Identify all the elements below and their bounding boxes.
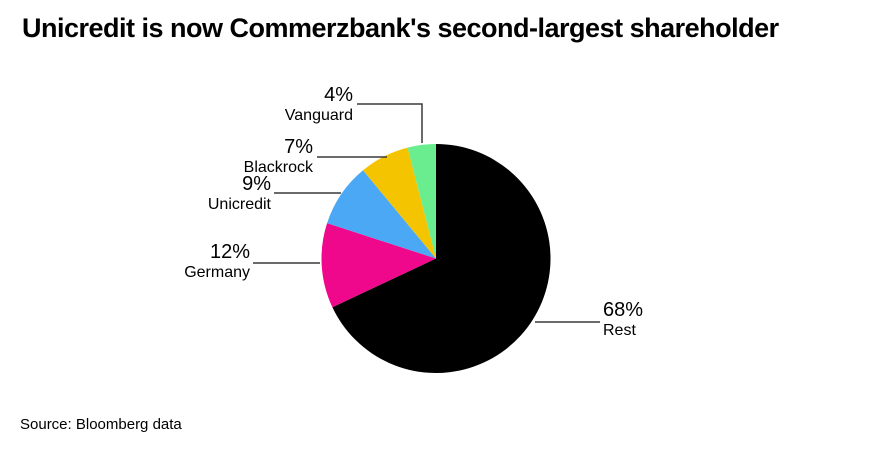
slice-pct-vanguard: 4% — [324, 84, 353, 106]
slice-pct-blackrock: 7% — [284, 136, 313, 158]
callout-rest: 68% Rest — [603, 298, 643, 340]
slice-name-unicredit: Unicredit — [207, 196, 271, 213]
slice-name-rest: Rest — [603, 322, 636, 339]
callout-germany: 12% Germany — [184, 240, 250, 282]
slice-name-vanguard: Vanguard — [284, 107, 353, 124]
pie-slices — [321, 144, 551, 374]
pie-slice-rest — [332, 144, 551, 374]
slice-name-blackrock: Blackrock — [243, 159, 313, 176]
pie-slice-vanguard — [407, 144, 436, 259]
leader-line-vanguard — [357, 103, 423, 143]
slice-pct-unicredit: 9% — [242, 173, 271, 195]
pie-slice-blackrock — [363, 147, 436, 259]
callout-blackrock: 7% Blackrock — [244, 135, 313, 177]
leader-lines — [253, 103, 600, 323]
chart-title: Unicredit is now Commerzbank's second-la… — [22, 13, 779, 43]
callout-unicredit: 9% Unicredit — [208, 172, 271, 214]
pie-slice-germany — [321, 223, 436, 308]
pie-slice-unicredit — [327, 170, 436, 259]
slice-name-germany: Germany — [184, 264, 250, 281]
source-note: Source: Bloomberg data — [20, 416, 182, 433]
slice-pct-germany: 12% — [209, 241, 250, 263]
slice-pct-rest: 68% — [603, 299, 644, 321]
callout-vanguard: 4% Vanguard — [285, 83, 353, 125]
